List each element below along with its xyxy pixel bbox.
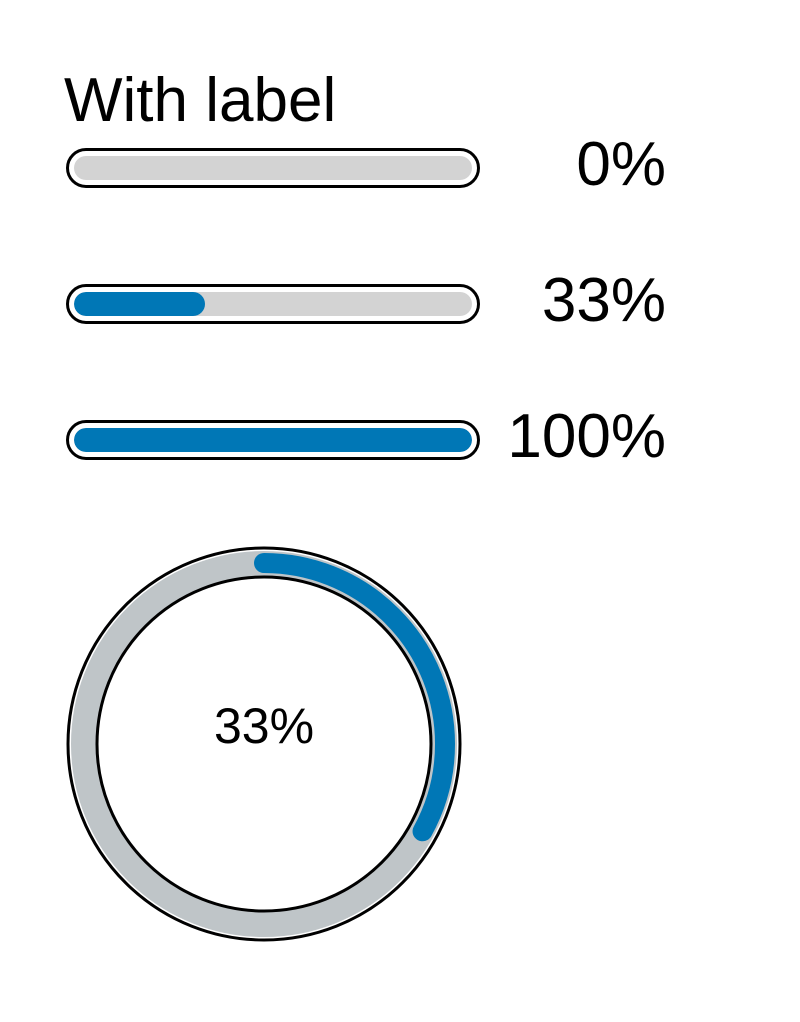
circular-progress: 33%	[64, 544, 464, 944]
ring-inner-border	[95, 575, 433, 913]
progress-fill	[74, 428, 472, 452]
progress-fill	[74, 292, 205, 316]
progress-track	[66, 148, 480, 188]
progress-track	[66, 284, 480, 324]
progress-bar-100: 100%	[66, 402, 666, 471]
circular-progress-graphic	[66, 546, 462, 942]
progress-label: 0%	[576, 130, 666, 199]
progress-bar-33: 33%	[66, 266, 666, 335]
progress-bar-0: 0%	[66, 130, 666, 199]
progress-label: 100%	[507, 402, 666, 471]
circular-progress-label: 33%	[213, 698, 315, 754]
progress-track	[66, 420, 480, 460]
section-title: With label	[64, 66, 337, 135]
ring-fill-arc	[73, 553, 455, 935]
progress-label: 33%	[541, 266, 666, 335]
